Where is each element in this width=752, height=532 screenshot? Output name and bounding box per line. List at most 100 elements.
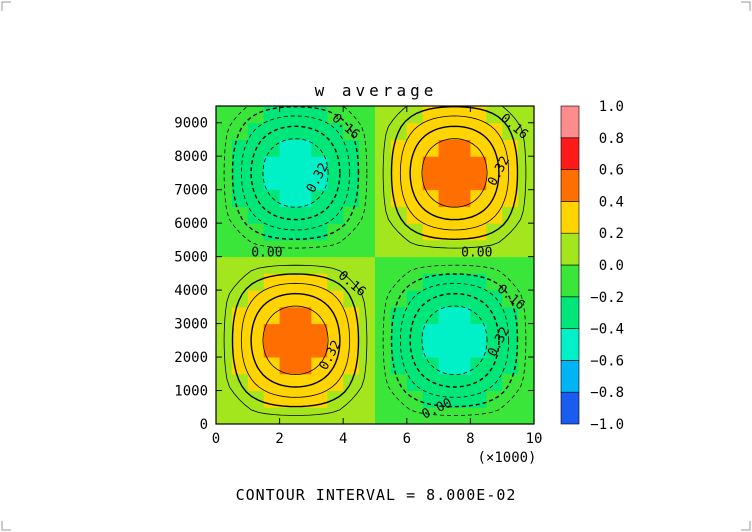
field-cell bbox=[311, 106, 328, 124]
field-cell bbox=[422, 290, 440, 308]
field-cell bbox=[518, 172, 534, 191]
field-cell bbox=[343, 156, 360, 174]
field-cell bbox=[247, 239, 265, 258]
field-cell bbox=[327, 290, 344, 308]
field-cell bbox=[438, 390, 455, 408]
field-cell bbox=[406, 172, 424, 191]
field-cell bbox=[502, 106, 519, 124]
field-cell bbox=[216, 106, 233, 124]
field-cell bbox=[470, 373, 487, 392]
field-cell bbox=[359, 239, 376, 258]
field-cell bbox=[216, 189, 233, 207]
field-cell bbox=[279, 172, 296, 191]
field-cell bbox=[231, 223, 249, 241]
field-cell bbox=[311, 407, 328, 424]
field-cell bbox=[247, 290, 265, 308]
contour-line-negative bbox=[409, 292, 500, 388]
contour-line-positive bbox=[240, 282, 351, 398]
field-cell bbox=[216, 223, 233, 241]
field-cell bbox=[343, 323, 360, 341]
colorbar-swatch bbox=[560, 201, 580, 234]
field-cell bbox=[359, 273, 376, 291]
field-cell bbox=[343, 340, 360, 358]
field-cell bbox=[390, 390, 408, 408]
colorbar-label: −0.6 bbox=[590, 353, 624, 369]
field-cell bbox=[295, 106, 312, 124]
field-cell bbox=[231, 156, 249, 174]
field-cell bbox=[359, 340, 376, 358]
field-cell bbox=[486, 290, 503, 308]
field-cell bbox=[343, 273, 360, 291]
field-cell bbox=[359, 407, 376, 424]
field-cell bbox=[454, 189, 471, 207]
field-cell bbox=[375, 273, 392, 291]
field-cell bbox=[231, 340, 249, 358]
field-cell bbox=[502, 390, 519, 408]
field-cell bbox=[406, 239, 424, 258]
y-tick-label: 7000 bbox=[174, 183, 208, 199]
y-tick-label: 1000 bbox=[174, 384, 208, 400]
x-tick-label: 2 bbox=[275, 431, 283, 447]
field-cell bbox=[375, 122, 392, 140]
field-cell bbox=[231, 239, 249, 258]
field-cell bbox=[295, 139, 312, 157]
field-cell bbox=[438, 290, 455, 308]
field-cell bbox=[518, 239, 534, 258]
field-cell bbox=[216, 239, 233, 258]
field-cell bbox=[247, 407, 265, 424]
field-cell bbox=[486, 139, 503, 157]
contour-line-positive bbox=[223, 264, 368, 416]
field-cell bbox=[263, 156, 281, 174]
colorbar-swatch bbox=[560, 169, 580, 202]
contour-line-positive bbox=[262, 305, 329, 376]
field-cell bbox=[311, 256, 328, 274]
field-cell bbox=[390, 273, 408, 291]
field-cell bbox=[263, 122, 281, 140]
field-cell bbox=[454, 373, 471, 392]
field-cell bbox=[247, 156, 265, 174]
y-tick-label: 2000 bbox=[174, 350, 208, 366]
field-cell bbox=[279, 373, 296, 392]
contour-interval-footer: CONTOUR INTERVAL = 8.000E-02 bbox=[236, 486, 517, 504]
field-cell bbox=[247, 373, 265, 392]
field-cell bbox=[295, 390, 312, 408]
field-cell bbox=[295, 156, 312, 174]
field-cell bbox=[454, 122, 471, 140]
field-cell bbox=[454, 407, 471, 424]
field-cell bbox=[327, 122, 344, 140]
field-cell bbox=[216, 122, 233, 140]
field-cell bbox=[454, 206, 471, 224]
field-cell bbox=[231, 407, 249, 424]
field-cell bbox=[406, 290, 424, 308]
field-cell bbox=[295, 306, 312, 325]
field-cell bbox=[359, 256, 376, 274]
field-cell bbox=[343, 172, 360, 191]
field-cell bbox=[311, 306, 328, 325]
field-cell bbox=[438, 273, 455, 291]
field-cell bbox=[422, 323, 440, 341]
field-cell bbox=[470, 122, 487, 140]
contour-label: 0.00 bbox=[251, 246, 282, 261]
field-cell bbox=[486, 407, 503, 424]
field-cell bbox=[454, 323, 471, 341]
field-cell bbox=[216, 206, 233, 224]
field-cell bbox=[375, 306, 392, 325]
field-cell bbox=[438, 373, 455, 392]
field-cell bbox=[438, 340, 455, 358]
field-cell bbox=[390, 340, 408, 358]
field-cell bbox=[486, 122, 503, 140]
field-cell bbox=[422, 340, 440, 358]
field-cell bbox=[263, 106, 281, 107]
contour-line-positive bbox=[390, 106, 519, 241]
field-cell bbox=[327, 172, 344, 191]
contour-line-positive bbox=[399, 115, 510, 231]
field-cell bbox=[343, 223, 360, 241]
field-cell bbox=[263, 407, 281, 424]
field-cell bbox=[390, 357, 408, 375]
contour-line-negative bbox=[250, 125, 341, 221]
field-cell bbox=[486, 306, 503, 325]
field-cell bbox=[518, 122, 534, 140]
contour-line-positive bbox=[231, 273, 360, 408]
field-cell bbox=[470, 156, 487, 174]
